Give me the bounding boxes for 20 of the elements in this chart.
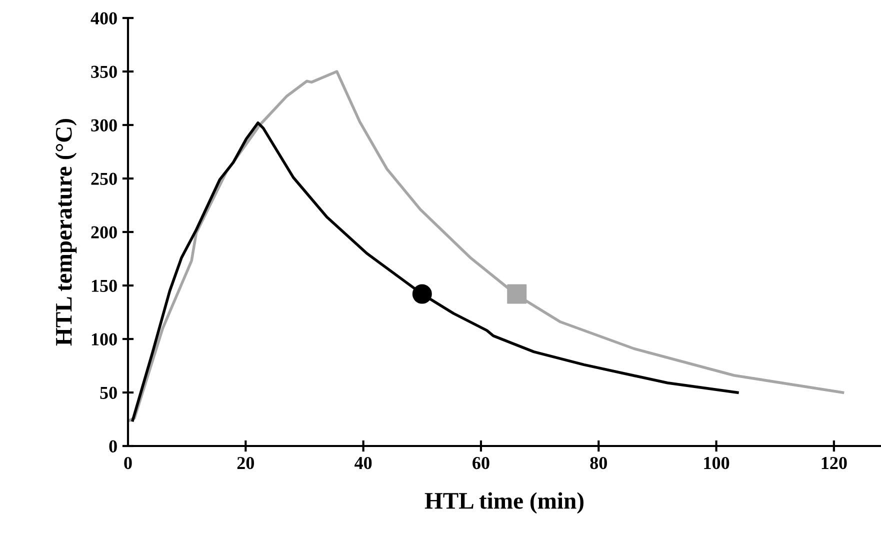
x-tick-label: 0 <box>124 456 132 470</box>
y-tick-label: 200 <box>91 226 117 238</box>
y-tick-label: 350 <box>91 66 117 78</box>
line-series <box>128 70 844 422</box>
x-tick-label: 80 <box>590 456 607 470</box>
x-tick-label: 40 <box>354 456 372 470</box>
x-axis-title: HTL time (min) <box>424 492 584 514</box>
y-tick-label: 0 <box>109 440 117 452</box>
x-tick-label: 120 <box>822 456 847 470</box>
y-tick-label: 100 <box>92 333 117 346</box>
x-tick-label: 60 <box>472 456 490 470</box>
y-tick-label: 50 <box>100 386 117 399</box>
y-tick-label: 300 <box>91 119 117 132</box>
y-tick-label: 400 <box>90 12 117 24</box>
y-tick-label: 150 <box>92 280 117 292</box>
y-axis-title: HTL temperature (°C) <box>55 119 77 346</box>
x-tick-label: 100 <box>704 456 730 470</box>
y-tick-label: 250 <box>91 172 117 185</box>
line-series <box>131 121 739 422</box>
x-tick-label: 20 <box>237 456 254 470</box>
